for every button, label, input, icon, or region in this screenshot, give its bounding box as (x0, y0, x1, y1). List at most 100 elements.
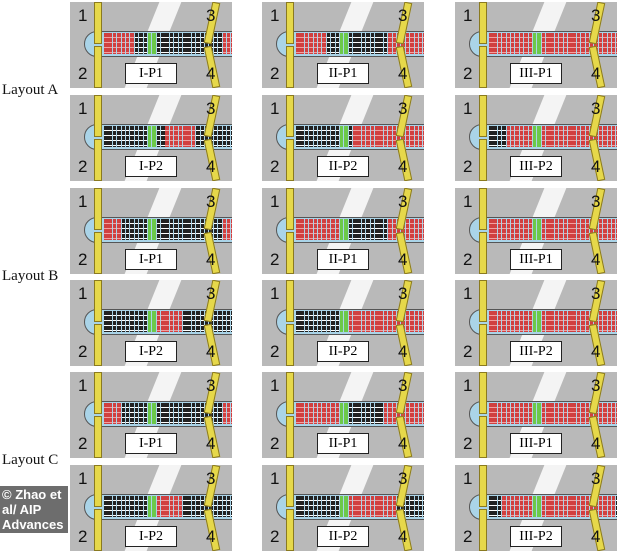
seat-row (331, 403, 335, 424)
seat-row (317, 219, 322, 240)
seat-row (497, 126, 502, 147)
seat-row (559, 311, 563, 332)
seat-row (222, 403, 227, 424)
door-number: 2 (270, 527, 280, 546)
door-number: 4 (591, 64, 601, 83)
seat-row (392, 219, 397, 240)
seat-row (231, 403, 232, 424)
jet-bridge (94, 416, 102, 458)
seat-row (554, 126, 559, 147)
seat-row (414, 403, 419, 424)
layout-panel: 1 2 3 4 III-P2 (455, 280, 617, 366)
seat-row (554, 219, 559, 240)
door-number: 1 (78, 6, 88, 25)
seat-row (603, 219, 607, 240)
seat-row (493, 126, 497, 147)
seat-row (563, 219, 568, 240)
seat-row (568, 311, 572, 332)
door-number: 3 (591, 6, 601, 25)
door-number: 4 (206, 342, 216, 361)
seat-row (222, 311, 227, 332)
jet-bridge (479, 372, 487, 414)
seat-row (497, 219, 502, 240)
seat-row (309, 311, 313, 332)
seat-row (515, 403, 519, 424)
seat-row (200, 496, 205, 517)
seat-row (410, 311, 414, 332)
door-number: 2 (463, 157, 473, 176)
door-number: 4 (591, 434, 601, 453)
seat-row (200, 219, 205, 240)
seat-row (191, 403, 196, 424)
seat-row (366, 33, 370, 54)
door-number: 2 (463, 342, 473, 361)
layout-panel: 1 2 3 4 II-P1 (262, 372, 424, 458)
seat-row (361, 33, 366, 54)
panel-label: III-P1 (510, 433, 562, 454)
seat-row (405, 126, 410, 147)
jet-bridge (479, 324, 487, 366)
door-number: 1 (270, 376, 280, 395)
seat-row (134, 496, 139, 517)
seat-row (196, 403, 200, 424)
seat-row (218, 219, 222, 240)
seat-row (339, 33, 344, 54)
seat-row (152, 219, 156, 240)
seat-row (554, 311, 559, 332)
seat-row (414, 496, 419, 517)
jet-bridge (94, 465, 102, 507)
seat-row (331, 33, 335, 54)
seat-row (559, 496, 563, 517)
seat-row (304, 311, 309, 332)
seat-row (493, 403, 497, 424)
door-number: 1 (463, 192, 473, 211)
seat-row (231, 126, 232, 147)
seat-row (607, 311, 612, 332)
door-number: 4 (591, 250, 601, 269)
seat-row (423, 311, 424, 332)
door-number: 2 (270, 250, 280, 269)
seat-row (353, 403, 357, 424)
seat-row (165, 126, 169, 147)
panel-label: II-P1 (317, 433, 369, 454)
layout-panel: 1 2 3 4 II-P2 (262, 95, 424, 181)
seat-row (607, 33, 612, 54)
seat-row (537, 496, 541, 517)
seat-row (515, 311, 519, 332)
panel-label: II-P2 (317, 156, 369, 177)
seat-row (418, 496, 423, 517)
seat-row (405, 219, 410, 240)
seat-row (143, 311, 148, 332)
seat-row (537, 219, 541, 240)
seat-row (200, 403, 205, 424)
seat-row (296, 33, 300, 54)
seat-row (532, 219, 537, 240)
seat-row (344, 126, 348, 147)
seat-row (313, 126, 318, 147)
seat-row (121, 219, 126, 240)
door-number: 4 (206, 157, 216, 176)
seat-row (493, 496, 497, 517)
seat-row (231, 496, 232, 517)
seat-row (344, 496, 348, 517)
seat-row (524, 126, 528, 147)
jet-bridge (94, 372, 102, 414)
seat-row (183, 33, 187, 54)
seat-row (489, 33, 493, 54)
seat-row (357, 219, 361, 240)
seat-row (383, 496, 388, 517)
door-number: 1 (270, 192, 280, 211)
door-number: 3 (591, 284, 601, 303)
seat-row (152, 126, 156, 147)
jet-bridge (94, 280, 102, 322)
seat-row (559, 126, 563, 147)
seat-row (611, 33, 616, 54)
door-number: 3 (591, 99, 601, 118)
seat-row (121, 496, 126, 517)
seat-row (532, 126, 537, 147)
seat-row (361, 496, 366, 517)
seat-row (353, 496, 357, 517)
layout-panel: 1 2 3 4 III-P1 (455, 2, 617, 88)
door-number: 4 (206, 250, 216, 269)
seat-row (183, 403, 187, 424)
